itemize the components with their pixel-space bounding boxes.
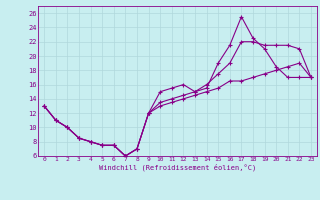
X-axis label: Windchill (Refroidissement éolien,°C): Windchill (Refroidissement éolien,°C) [99,164,256,171]
